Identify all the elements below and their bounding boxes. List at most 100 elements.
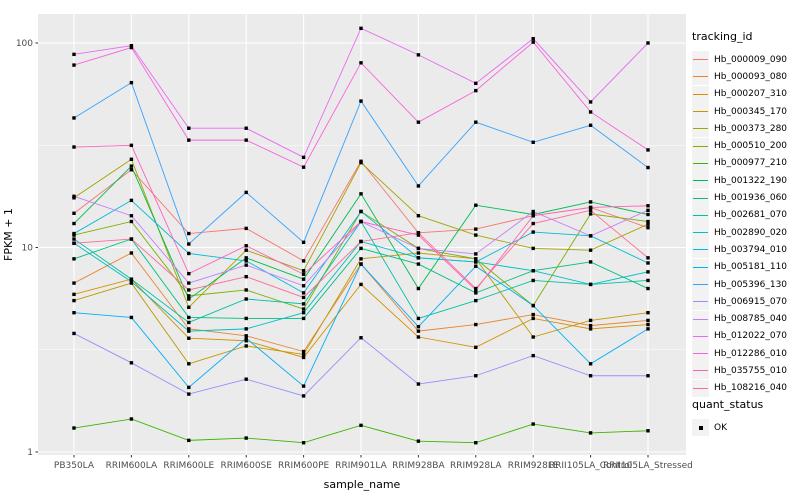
data-point: [646, 41, 650, 45]
data-point: [72, 231, 76, 236]
legend-key: [692, 51, 709, 69]
data-point: [646, 256, 650, 260]
data-point: [129, 157, 134, 161]
data-point: [416, 382, 421, 386]
data-point: [646, 374, 650, 378]
data-point: [359, 257, 363, 261]
legend-line-icon: [693, 266, 708, 268]
legend-line-icon: [693, 162, 708, 164]
data-point: [646, 429, 650, 433]
legend-key: [692, 379, 709, 397]
x-tick-label: RRII105LA_Stressed: [603, 461, 693, 471]
data-point: [187, 336, 191, 340]
data-point: [129, 164, 134, 168]
data-point: [646, 208, 650, 213]
data-point: [244, 297, 248, 301]
data-point: [129, 251, 134, 255]
data-point: [588, 205, 593, 210]
legend-key: [692, 276, 709, 293]
data-point: [129, 214, 134, 218]
legend-item: Hb_108216_040: [692, 379, 787, 397]
data-point: [646, 322, 650, 327]
data-point: [244, 316, 248, 321]
legend-line-icon: [693, 353, 708, 355]
data-point: [129, 168, 134, 172]
data-point: [474, 120, 478, 124]
data-point: [474, 257, 478, 261]
legend-label: Hb_000510_200: [714, 141, 788, 152]
legend-key: [692, 327, 709, 345]
x-tick-label: RRIM901LA: [335, 461, 387, 471]
data-point: [301, 394, 306, 398]
legend-key: [692, 310, 709, 328]
legend-item: Hb_008785_040: [692, 310, 787, 328]
legend-label: Hb_003794_010: [714, 244, 788, 255]
legend-line-icon: [693, 145, 708, 147]
data-point: [129, 80, 134, 85]
data-point: [301, 165, 306, 169]
data-point: [129, 277, 134, 281]
quant-legend-title: quant_status: [692, 398, 764, 411]
legend-item: Hb_000009_090: [692, 51, 787, 69]
data-point: [531, 353, 535, 358]
data-point: [301, 352, 306, 357]
data-point: [531, 335, 535, 339]
legend-item: Hb_006915_070: [692, 293, 787, 311]
legend-label: Hb_035755_010: [714, 365, 788, 376]
legend-line-icon: [693, 249, 708, 251]
data-point: [531, 230, 535, 234]
legend-item: Hb_001936_060: [692, 189, 787, 207]
data-point: [359, 61, 363, 65]
data-point: [72, 257, 76, 261]
legend-item-list: Hb_000009_090 Hb_000093_080 Hb_000207_310 H…: [692, 51, 787, 397]
legend-item: Hb_005181_110: [692, 258, 787, 276]
legend-line-icon: [693, 284, 708, 285]
data-point: [129, 361, 134, 365]
data-point: [72, 292, 76, 297]
data-point: [244, 334, 248, 338]
legend-label: Hb_001322_190: [714, 175, 788, 186]
data-point: [531, 140, 535, 144]
data-point: [244, 336, 248, 340]
data-point: [187, 138, 191, 142]
x-tick-label: RRII105LA_Control: [549, 461, 632, 471]
legend-line-icon: [693, 301, 708, 303]
data-point: [531, 269, 535, 273]
data-point: [187, 392, 191, 396]
data-point: [646, 270, 650, 274]
legend-line-icon: [693, 59, 708, 61]
data-point: [359, 239, 363, 244]
x-tick-label: RRIM600LA: [106, 461, 158, 471]
data-point: [646, 219, 650, 224]
data-point: [646, 148, 650, 152]
legend-key: [692, 362, 709, 380]
data-point: [72, 298, 76, 303]
legend-line-icon: [693, 93, 708, 95]
legend-item: Hb_035755_010: [692, 362, 788, 380]
data-point: [301, 310, 306, 315]
data-point: [187, 271, 191, 276]
data-point: [416, 335, 421, 339]
data-point: [129, 280, 134, 284]
data-point: [72, 194, 76, 198]
data-point: [72, 116, 76, 120]
data-point: [588, 323, 593, 328]
data-point: [646, 261, 650, 265]
legend-key: [692, 345, 709, 363]
quant-ok-key: [692, 419, 709, 437]
data-point: [588, 431, 593, 435]
data-point: [474, 322, 478, 327]
data-point: [416, 214, 421, 218]
legend-label: Hb_002890_020: [714, 227, 788, 238]
data-point: [301, 259, 306, 263]
legend-key: [692, 120, 709, 138]
data-point: [588, 200, 593, 204]
data-point: [646, 225, 650, 230]
data-point: [72, 52, 76, 57]
data-point: [72, 241, 76, 245]
data-point: [531, 303, 535, 308]
data-point: [187, 320, 191, 325]
legend-line-icon: [693, 128, 708, 130]
data-point: [474, 203, 478, 207]
